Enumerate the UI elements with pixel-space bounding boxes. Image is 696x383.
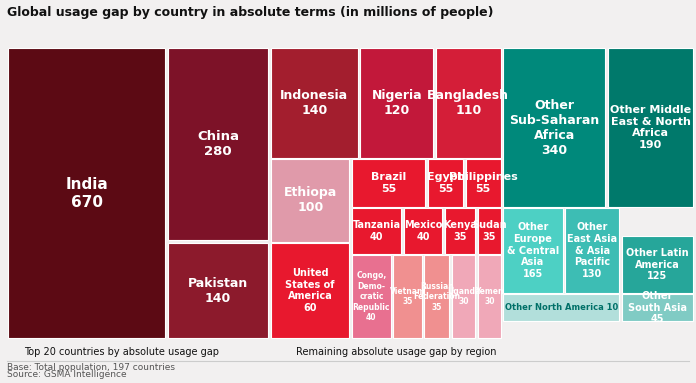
Bar: [478, 255, 500, 338]
Text: China
280: China 280: [197, 130, 239, 158]
Text: Mexico
40: Mexico 40: [404, 220, 442, 242]
Bar: [503, 295, 619, 321]
Text: Pakistan
140: Pakistan 140: [188, 277, 248, 304]
Bar: [503, 49, 606, 207]
Bar: [361, 49, 434, 158]
Text: United
States of
America
60: United States of America 60: [285, 268, 335, 313]
Bar: [352, 255, 390, 338]
Text: Kenya
35: Kenya 35: [443, 220, 477, 242]
Text: Egypt
55: Egypt 55: [427, 172, 464, 194]
Bar: [622, 236, 693, 293]
Text: Bangladesh
110: Bangladesh 110: [427, 89, 509, 117]
Text: Tanzania
40: Tanzania 40: [352, 220, 401, 242]
Bar: [565, 208, 619, 293]
Bar: [425, 255, 449, 338]
Text: Other
East Asia
& Asia
Pacific
130: Other East Asia & Asia Pacific 130: [567, 223, 617, 279]
Text: Yemen
30: Yemen 30: [475, 287, 504, 306]
Text: Ethiopa
100: Ethiopa 100: [283, 187, 337, 214]
Bar: [503, 208, 562, 293]
Text: Other Latin
America
125: Other Latin America 125: [626, 248, 689, 282]
Text: Other North America 10: Other North America 10: [505, 303, 618, 312]
Bar: [428, 159, 463, 207]
Bar: [168, 49, 268, 240]
Text: Congo,
Demo-
cratic
Republic
40: Congo, Demo- cratic Republic 40: [353, 272, 390, 322]
Bar: [608, 49, 693, 207]
Bar: [8, 49, 165, 338]
Text: Uganda
30: Uganda 30: [447, 287, 480, 306]
Text: Remaining absolute usage gap by region: Remaining absolute usage gap by region: [296, 347, 496, 357]
Bar: [404, 208, 442, 254]
Text: Other Middle
East & North
Africa
190: Other Middle East & North Africa 190: [610, 105, 691, 150]
Bar: [466, 159, 500, 207]
Bar: [168, 243, 268, 338]
Bar: [393, 255, 422, 338]
Bar: [622, 295, 693, 321]
Bar: [271, 159, 349, 242]
Text: Philippines
55: Philippines 55: [449, 172, 518, 194]
Text: Top 20 countries by absolute usage gap: Top 20 countries by absolute usage gap: [24, 347, 219, 357]
Bar: [271, 243, 349, 338]
Text: Global usage gap by country in absolute terms (in millions of people): Global usage gap by country in absolute …: [7, 6, 493, 19]
Bar: [445, 208, 475, 254]
Text: Other
Europe
& Central
Asia
165: Other Europe & Central Asia 165: [507, 223, 559, 279]
Text: Other
Sub-Saharan
Africa
340: Other Sub-Saharan Africa 340: [509, 99, 599, 157]
Text: Other
South Asia
45: Other South Asia 45: [628, 291, 687, 324]
Text: Russian
Federation
35: Russian Federation 35: [413, 282, 460, 312]
Bar: [271, 49, 358, 158]
Text: India
670: India 670: [65, 177, 108, 210]
Bar: [352, 208, 401, 254]
Text: Source: GSMA Intelligence: Source: GSMA Intelligence: [7, 370, 127, 379]
Bar: [478, 208, 500, 254]
Text: Indonesia
140: Indonesia 140: [280, 89, 349, 117]
Bar: [352, 159, 425, 207]
Text: Brazil
55: Brazil 55: [371, 172, 406, 194]
Bar: [452, 255, 475, 338]
Bar: [436, 49, 500, 158]
Text: Nigeria
120: Nigeria 120: [372, 89, 422, 117]
Text: Sudan
35: Sudan 35: [472, 220, 507, 242]
Text: Vietnam
35: Vietnam 35: [390, 287, 425, 306]
Text: Base: Total population, 197 countries: Base: Total population, 197 countries: [7, 363, 175, 372]
